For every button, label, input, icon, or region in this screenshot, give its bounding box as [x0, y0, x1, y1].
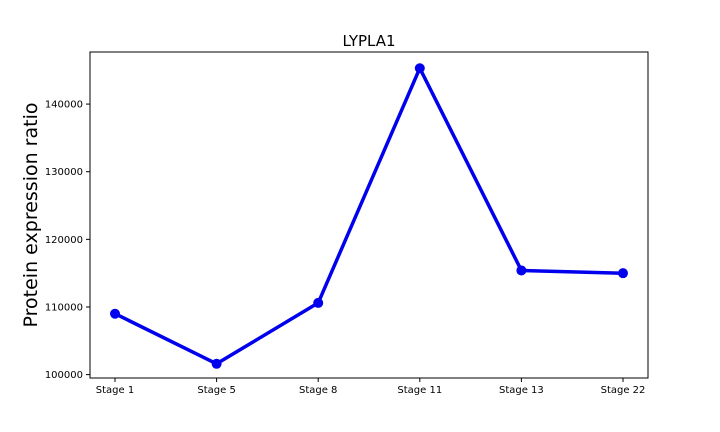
x-tick-label: Stage 5 [197, 385, 235, 396]
y-axis-label: Protein expression ratio [20, 103, 42, 328]
x-tick-label: Stage 1 [96, 385, 134, 396]
data-point [516, 265, 527, 276]
chart-title: LYPLA1 [342, 32, 395, 50]
y-tick-label: 120000 [45, 235, 83, 246]
data-point [110, 308, 120, 319]
data-point [211, 358, 222, 369]
series-line [113, 66, 625, 366]
data-point [313, 297, 324, 308]
x-tick-label: Stage 22 [601, 385, 646, 396]
x-tick-label: Stage 8 [299, 385, 337, 396]
y-tick-label: 140000 [45, 100, 83, 111]
data-point [414, 63, 425, 74]
x-tick-label: Stage 13 [499, 385, 544, 396]
y-tick-label: 110000 [45, 302, 83, 313]
axes-frame [89, 51, 649, 379]
y-tick-label: 130000 [45, 167, 83, 178]
y-tick-label: 100000 [45, 370, 83, 381]
data-point [618, 268, 628, 279]
x-tick-label: Stage 11 [397, 385, 442, 396]
plot-area: 100000 110000 120000 130000 140000 Stage 1 Sta… [45, 51, 649, 396]
